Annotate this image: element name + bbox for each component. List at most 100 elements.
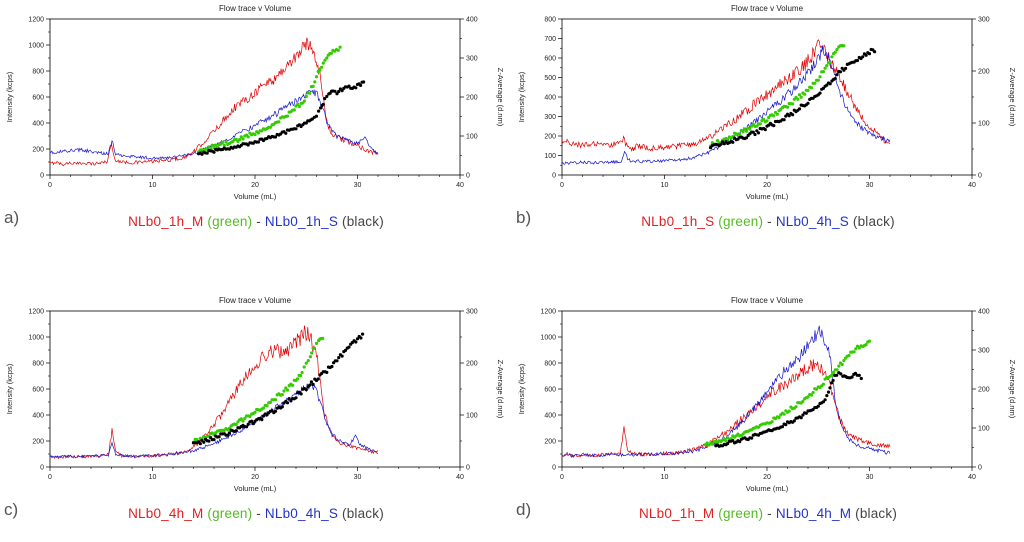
right-tick-label: 100 <box>978 121 990 128</box>
left-axis-title: Intensity (kcps) <box>5 71 14 122</box>
z-average-green-series <box>703 339 872 447</box>
caption-row-c: c) NLb0_4h_M (green) - NLb0_4h_S (black) <box>0 500 512 526</box>
left-tick-label: 1000 <box>28 335 44 342</box>
flow-trace-blue-series <box>561 45 891 165</box>
left-axis-title: Intensity (kcps) <box>517 363 526 414</box>
x-tick-label: 0 <box>560 182 564 189</box>
caption-part: (green) <box>203 213 253 229</box>
caption-part: NLb0_4h_S <box>775 213 849 229</box>
left-tick-label: 400 <box>32 413 44 420</box>
caption-part: NLb0_1h_M <box>128 213 204 229</box>
z-average-green-series <box>197 45 342 154</box>
right-tick-label: 400 <box>466 17 478 24</box>
caption-part: (black) <box>848 213 895 229</box>
x-tick-label: 40 <box>968 474 976 481</box>
flow-trace-blue-series <box>561 325 891 458</box>
right-tick-label: 300 <box>466 56 478 63</box>
left-tick-label: 400 <box>32 121 44 128</box>
left-tick-label: 200 <box>544 439 556 446</box>
caption-part: NLb0_4h_M <box>775 505 852 521</box>
x-tick-label: 10 <box>661 182 669 189</box>
left-tick-label: 400 <box>544 95 556 102</box>
caption-part: NLb0_1h_S <box>264 213 339 229</box>
x-tick-label: 30 <box>354 474 362 481</box>
flow-trace-blue-series <box>49 381 379 459</box>
left-tick-label: 1200 <box>28 309 44 316</box>
caption-part: NLb0_4h_S <box>264 505 339 521</box>
left-tick-label: 500 <box>544 75 556 82</box>
caption-part: - <box>763 213 776 229</box>
panel-b: Flow trace v Volume 0 10 20 30 40 Volume (mL) 0… <box>512 2 1024 234</box>
right-tick-label: 300 <box>978 17 990 24</box>
left-tick-label: 200 <box>544 134 556 141</box>
right-tick-label: 300 <box>466 309 478 316</box>
right-tick-label: 300 <box>978 348 990 355</box>
left-tick-label: 600 <box>544 387 556 394</box>
x-tick-label: 20 <box>763 474 771 481</box>
x-tick-label: 40 <box>968 182 976 189</box>
panel-d: Flow trace v Volume 0 10 20 30 40 Volume (mL) 0… <box>512 294 1024 526</box>
left-tick-label: 600 <box>32 95 44 102</box>
left-axis-title: Intensity (kcps) <box>5 363 14 414</box>
right-tick-label: 100 <box>978 426 990 433</box>
left-tick-label: 0 <box>40 173 44 180</box>
left-tick-label: 700 <box>544 36 556 43</box>
caption-d: NLb0_1h_M (green) - NLb0_4h_M (black) <box>639 506 897 521</box>
caption-part: - <box>252 213 265 229</box>
left-tick-label: 1000 <box>28 43 44 50</box>
caption-part: - <box>252 505 265 521</box>
right-tick-label: 200 <box>978 69 990 76</box>
left-tick-label: 800 <box>544 361 556 368</box>
x-tick-label: 10 <box>149 182 157 189</box>
x-tick-label: 0 <box>560 474 564 481</box>
panel-a: Flow trace v Volume 0 10 20 30 40 Volume (mL) 0… <box>0 2 512 234</box>
left-tick-label: 600 <box>544 56 556 63</box>
left-tick-label: 0 <box>552 173 556 180</box>
chart-title: Flow trace v Volume <box>219 296 292 305</box>
caption-row-b: b) NLb0_1h_S (green) - NLb0_4h_S (black) <box>512 208 1024 234</box>
panel-letter-b: b) <box>516 208 532 227</box>
x-tick-label: 0 <box>48 182 52 189</box>
panel-c: Flow trace v Volume 0 10 20 30 40 Volume (mL) 0… <box>0 294 512 526</box>
left-tick-label: 400 <box>544 413 556 420</box>
caption-part: - <box>763 505 776 521</box>
left-tick-label: 1200 <box>28 17 44 24</box>
x-tick-label: 10 <box>661 474 669 481</box>
left-tick-label: 100 <box>544 153 556 160</box>
caption-part: (black) <box>338 505 384 521</box>
chart-d: Flow trace v Volume 0 10 20 30 40 Volume (mL) 0… <box>517 296 1017 493</box>
x-tick-label: 20 <box>251 182 259 189</box>
right-tick-label: 400 <box>978 309 990 316</box>
left-tick-label: 200 <box>32 439 44 446</box>
caption-part: NLb0_1h_M <box>638 505 715 521</box>
x-tick-label: 30 <box>354 182 362 189</box>
panel-letter-a: a) <box>4 208 20 227</box>
right-axis-title: Z-Average (d.nm) <box>1008 360 1017 419</box>
flow-trace-red-series <box>561 39 891 153</box>
z-average-black-series <box>709 47 877 150</box>
x-tick-label: 30 <box>866 474 874 481</box>
caption-b: NLb0_1h_S (green) - NLb0_4h_S (black) <box>641 214 895 229</box>
right-axis-title: Z-Average (d.nm) <box>496 68 505 127</box>
x-tick-label: 30 <box>866 182 874 189</box>
caption-c: NLb0_4h_M (green) - NLb0_4h_S (black) <box>128 506 384 521</box>
x-tick-label: 10 <box>149 474 157 481</box>
plot-frame <box>49 18 461 176</box>
panel-letter-c: c) <box>4 500 19 519</box>
plot-frame <box>561 310 973 468</box>
x-axis-title: Volume (mL) <box>746 484 789 493</box>
left-tick-label: 800 <box>32 69 44 76</box>
caption-part: NLb0_1h_S <box>641 213 715 229</box>
chart-b: Flow trace v Volume 0 10 20 30 40 Volume (mL) 0… <box>517 4 1017 201</box>
right-tick-label: 0 <box>978 465 982 472</box>
figure-grid: Flow trace v Volume 0 10 20 30 40 Volume (mL) 0… <box>0 2 1024 526</box>
right-tick-label: 100 <box>466 134 478 141</box>
flow-trace-red-series <box>561 359 891 458</box>
caption-part: (green) <box>203 505 253 521</box>
caption-part: NLb0_4h_M <box>128 505 204 521</box>
x-tick-label: 20 <box>763 182 771 189</box>
x-tick-label: 40 <box>456 182 464 189</box>
right-axis-title: Z-Average (d.nm) <box>1008 68 1017 127</box>
right-tick-label: 100 <box>466 413 478 420</box>
right-tick-label: 0 <box>466 173 470 180</box>
